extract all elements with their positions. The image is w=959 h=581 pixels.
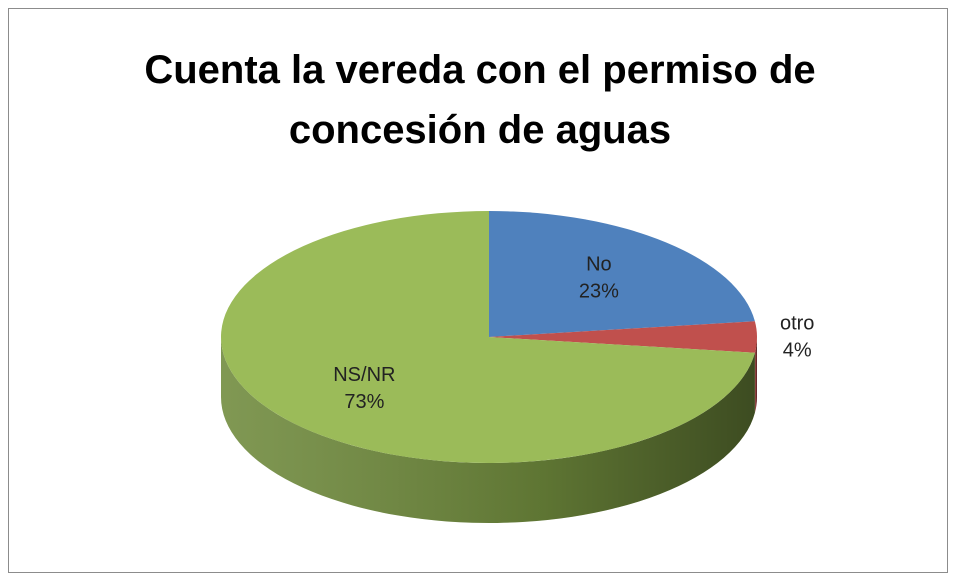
- pie-slice: [489, 321, 757, 353]
- data-label-value: 4%: [783, 339, 812, 361]
- chart-title: Cuenta la vereda con el permiso de conce…: [144, 48, 816, 152]
- data-label-category: NS/NR: [333, 364, 395, 386]
- slice-side-shade: [221, 337, 755, 523]
- data-label-category: No: [586, 254, 612, 276]
- data-label-category: otro: [780, 312, 814, 334]
- pie-slice: [489, 211, 755, 337]
- data-label-value: 73%: [344, 391, 384, 413]
- slice-side-shade: [754, 337, 757, 413]
- pie-slice: [220, 211, 755, 464]
- data-label-value: 23%: [579, 281, 619, 303]
- chart-frame: [8, 8, 948, 573]
